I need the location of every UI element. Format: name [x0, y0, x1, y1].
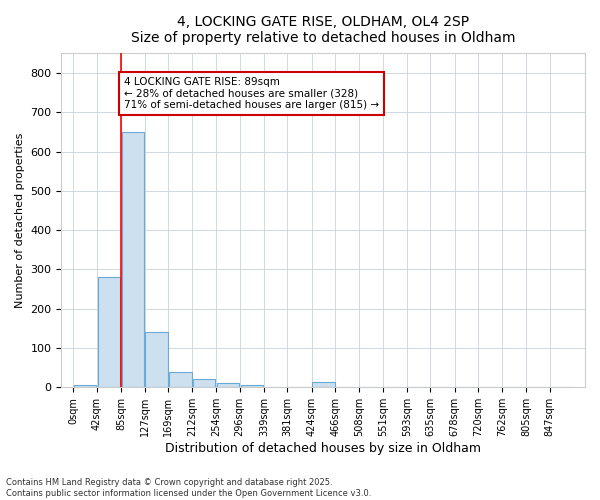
Text: 4 LOCKING GATE RISE: 89sqm
← 28% of detached houses are smaller (328)
71% of sem: 4 LOCKING GATE RISE: 89sqm ← 28% of deta… [124, 77, 379, 110]
Text: Contains HM Land Registry data © Crown copyright and database right 2025.
Contai: Contains HM Land Registry data © Crown c… [6, 478, 371, 498]
Bar [74, 386, 96, 388]
Bar [169, 372, 191, 388]
Y-axis label: Number of detached properties: Number of detached properties [15, 132, 25, 308]
Bar [145, 332, 167, 388]
Bar [455, 386, 478, 388]
Bar [241, 386, 263, 388]
Title: 4, LOCKING GATE RISE, OLDHAM, OL4 2SP
Size of property relative to detached hous: 4, LOCKING GATE RISE, OLDHAM, OL4 2SP Si… [131, 15, 515, 45]
Bar [122, 132, 144, 388]
Bar [312, 382, 335, 388]
Bar [98, 278, 120, 388]
Bar [193, 380, 215, 388]
X-axis label: Distribution of detached houses by size in Oldham: Distribution of detached houses by size … [165, 442, 481, 455]
Bar [217, 384, 239, 388]
